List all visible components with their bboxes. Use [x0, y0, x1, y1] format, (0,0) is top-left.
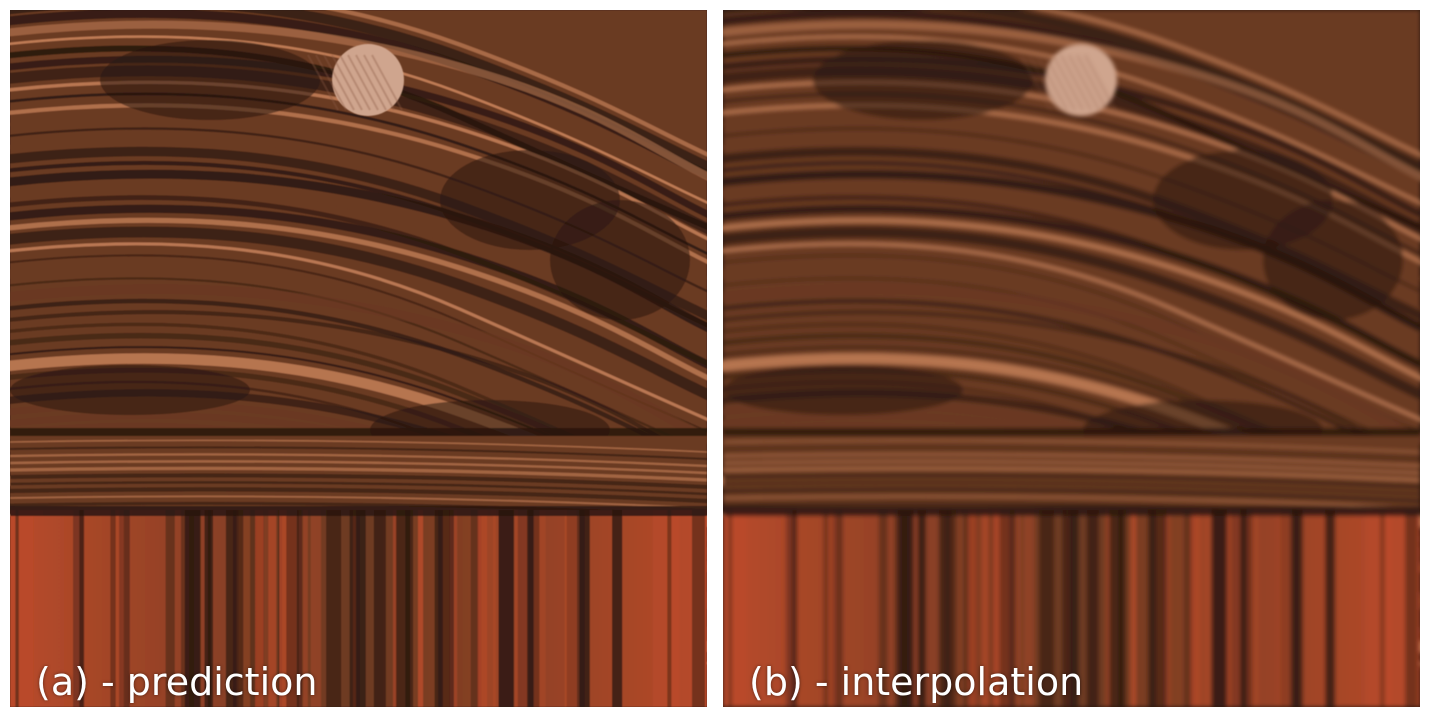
panel-caption: (a) - prediction: [36, 660, 318, 704]
wood-texture-image: [723, 10, 1420, 707]
panel-prediction: (a) - prediction: [10, 10, 707, 707]
panel-caption: (b) - interpolation: [749, 660, 1084, 704]
wood-texture-image: [10, 10, 707, 707]
panel-interpolation: (b) - interpolation: [723, 10, 1420, 707]
